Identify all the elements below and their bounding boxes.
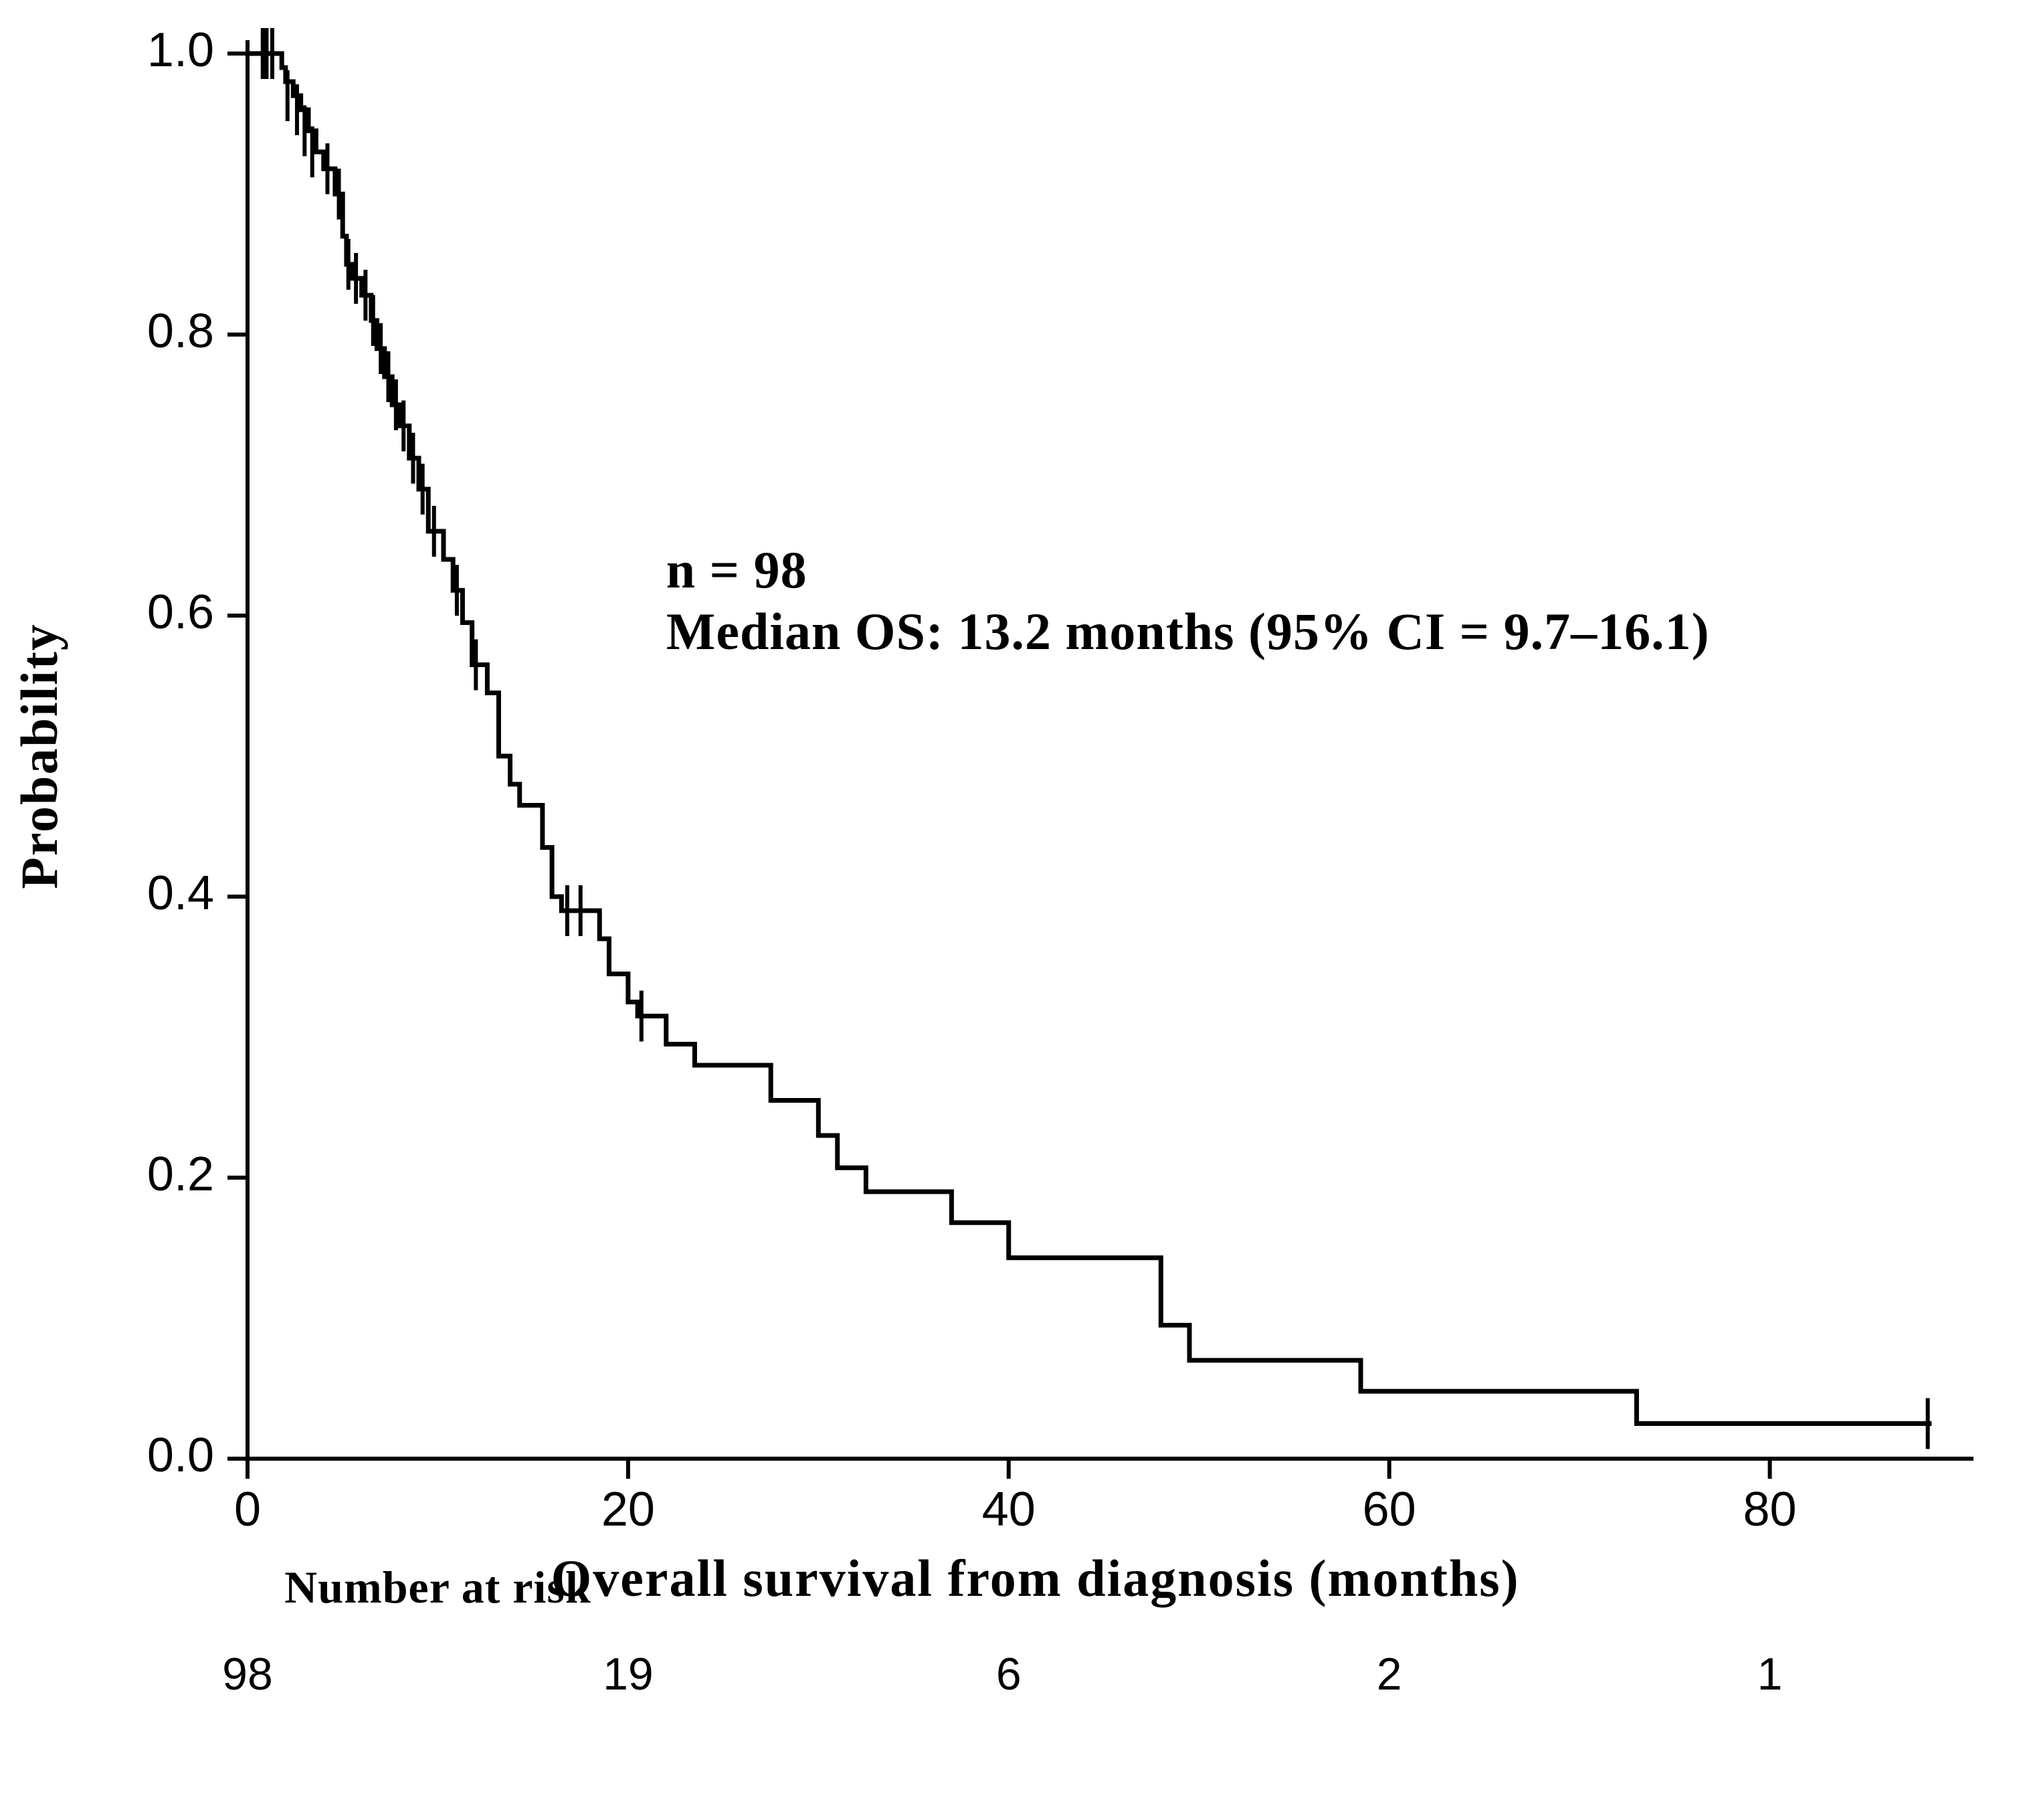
km-survival-chart: 0.0 0.2 0.4 0.6 0.8 1.0 0 20 40 60 80 Overall survi… <box>0 0 2025 1820</box>
x-tick-label: 20 <box>601 1483 655 1536</box>
km-chart-container: 0.0 0.2 0.4 0.6 0.8 1.0 0 20 40 60 80 Overall survi… <box>0 0 2025 1820</box>
number-at-risk-value: 2 <box>1377 1649 1402 1700</box>
y-tick-label: 0.0 <box>147 1429 214 1482</box>
y-tick-label: 0.6 <box>147 585 214 639</box>
annotation-line: n = 98 <box>666 541 807 599</box>
y-axis-label: Probability <box>10 623 68 889</box>
number-at-risk-value: 98 <box>222 1649 273 1700</box>
x-axis-label: Overall survival from diagnosis (months) <box>551 1549 1520 1607</box>
number-at-risk-value: 6 <box>996 1649 1022 1700</box>
number-at-risk-title: Number at risk <box>284 1562 591 1613</box>
x-tick-label: 60 <box>1363 1483 1416 1536</box>
x-tick-label: 80 <box>1743 1483 1797 1536</box>
annotation-line: Median OS: 13.2 months (95% CI = 9.7–16.… <box>666 602 1710 660</box>
y-tick-label: 1.0 <box>147 23 214 77</box>
y-tick-label: 0.4 <box>147 867 214 920</box>
y-tick-label: 0.2 <box>147 1148 214 1201</box>
km-step-curve <box>248 54 1931 1424</box>
number-at-risk-value: 1 <box>1757 1649 1783 1700</box>
number-at-risk-value: 19 <box>603 1649 654 1700</box>
x-tick-label: 0 <box>234 1483 261 1536</box>
y-tick-label: 0.8 <box>147 304 214 358</box>
x-tick-label: 40 <box>982 1483 1036 1536</box>
